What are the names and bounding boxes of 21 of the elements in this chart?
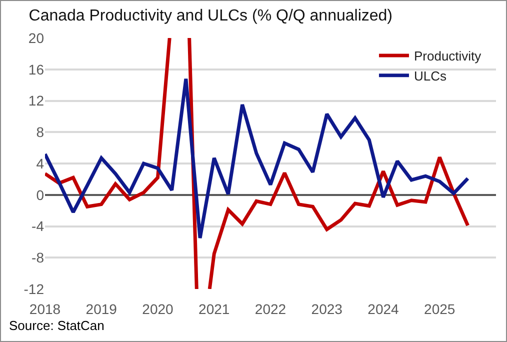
legend-label: ULCs <box>414 68 447 84</box>
y-tick-label: -12 <box>24 280 44 297</box>
x-tick-label: 2022 <box>254 301 286 317</box>
y-tick-label: 0 <box>36 186 44 203</box>
y-tick-label: 16 <box>28 61 44 78</box>
x-tick-label: 2021 <box>198 301 230 317</box>
x-tick-label: 2025 <box>424 301 456 317</box>
y-tick-label: 4 <box>36 155 44 172</box>
y-tick-label: -4 <box>32 218 44 234</box>
x-tick-label: 2019 <box>86 301 118 317</box>
y-tick-label: 8 <box>36 124 44 140</box>
chart-title: Canada Productivity and ULCs (% Q/Q annualized) <box>28 8 393 25</box>
source-note: Source: StatCan <box>9 318 104 333</box>
y-tick-label: 20 <box>28 30 44 46</box>
y-tick-label: -8 <box>32 250 44 266</box>
x-tick-label: 2023 <box>311 301 343 317</box>
x-tick-label: 2024 <box>368 301 400 317</box>
legend-label: Productivity <box>414 48 482 64</box>
x-tick-label: 2018 <box>29 301 61 317</box>
y-tick-label: 12 <box>28 92 44 109</box>
x-tick-label: 2020 <box>142 301 174 317</box>
